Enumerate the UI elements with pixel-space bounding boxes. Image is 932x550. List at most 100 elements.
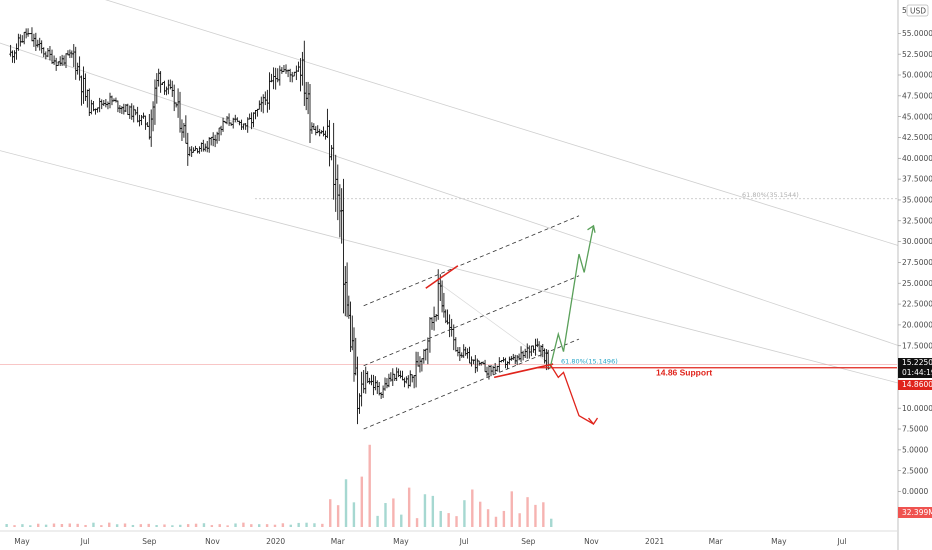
volume-bar — [344, 479, 348, 527]
support-label: 14.86 Support — [656, 368, 712, 378]
y-tick-label: 47.5000 — [902, 91, 932, 100]
volume-bar — [210, 525, 214, 527]
volume-bar — [202, 523, 206, 527]
price-bar — [385, 378, 389, 389]
price-bar — [301, 51, 304, 86]
price-bar — [205, 140, 209, 153]
price-bar — [254, 109, 257, 120]
price-bar — [16, 33, 20, 51]
x-tick-label: May — [393, 537, 409, 546]
currency-badge[interactable] — [906, 4, 929, 17]
price-bar — [403, 377, 406, 388]
y-tick-label: 0.0000 — [902, 487, 928, 496]
price-bar — [259, 96, 263, 112]
volume-bar — [37, 523, 40, 527]
price-bar — [122, 103, 126, 115]
price-bar — [268, 72, 271, 110]
currency-label: USD — [910, 7, 926, 16]
bearish-arrowhead — [588, 417, 599, 426]
x-tick-label: May — [771, 537, 787, 546]
price-bar — [207, 137, 211, 153]
price-bar — [507, 356, 511, 365]
price-bar — [155, 73, 159, 104]
volume-bar — [171, 525, 174, 527]
price-bar — [412, 375, 416, 389]
descending-trendline — [105, 0, 900, 247]
price-bar — [89, 99, 93, 115]
price-bar — [256, 108, 259, 117]
volume-bar — [226, 525, 229, 527]
volume-bar — [258, 524, 261, 527]
price-bar — [192, 147, 196, 153]
price-bar — [15, 43, 18, 60]
price-bar — [36, 39, 40, 48]
price-bar — [217, 127, 221, 142]
x-tick-label: Sep — [521, 537, 535, 546]
price-bar — [213, 134, 217, 148]
price-bar — [310, 122, 314, 134]
y-tick-label: 20.0000 — [902, 321, 932, 330]
price-bar — [546, 349, 550, 370]
price-bar — [280, 67, 284, 74]
volume-bar — [510, 491, 513, 527]
price-bar — [198, 146, 201, 154]
volume-bar — [68, 523, 71, 527]
price-bar — [50, 49, 54, 64]
volume-bar — [329, 499, 332, 527]
price-bar — [18, 34, 22, 47]
descending-trendline — [0, 42, 900, 347]
price-bar — [358, 393, 361, 414]
price-bar — [462, 344, 466, 358]
price-bar — [448, 314, 452, 338]
price-bar — [116, 100, 120, 113]
price-bar — [442, 292, 446, 318]
price-bar — [370, 374, 373, 386]
price-axis-background — [898, 0, 932, 550]
y-tick-label: 32.5000 — [902, 216, 932, 225]
price-bar — [178, 91, 182, 133]
price-bar — [322, 126, 325, 137]
price-bar — [304, 81, 308, 111]
price-bar — [345, 262, 349, 318]
x-tick-label: Mar — [331, 537, 346, 546]
price-bar — [515, 354, 519, 366]
price-bar — [74, 46, 78, 80]
price-bar — [368, 377, 371, 385]
price-bar — [332, 122, 336, 200]
volume-bar — [5, 524, 8, 527]
price-bar — [466, 348, 469, 359]
volume-bar — [534, 504, 537, 527]
price-bar — [414, 351, 418, 388]
price-bar — [194, 145, 197, 151]
price-bar — [375, 380, 379, 394]
volume-bar — [376, 515, 379, 527]
volume-bar — [84, 524, 87, 527]
price-bar — [151, 101, 155, 132]
price-bar — [535, 338, 539, 348]
time-axis[interactable]: May Jul Sep Nov 2020 Mar May Jul Sep Nov 2021 Mar Ma… — [0, 530, 897, 546]
price-bar — [362, 370, 366, 394]
price-bar — [284, 64, 288, 74]
volume-bar — [392, 498, 395, 527]
price-bar — [464, 346, 468, 356]
price-bar — [118, 105, 122, 114]
price-bar — [513, 354, 517, 365]
y-tick-label: 35.0000 — [902, 196, 932, 205]
volume-bar — [155, 525, 158, 527]
price-bar — [106, 101, 110, 110]
volume-bar — [407, 487, 411, 527]
volume-bar — [265, 524, 269, 527]
y-tick-label: 22.5000 — [902, 300, 932, 309]
price-bar — [424, 348, 428, 361]
price-bar — [48, 46, 52, 61]
price-bar — [209, 136, 213, 146]
price-bar — [102, 99, 106, 107]
volume-bar — [431, 495, 435, 527]
bearish-projection-path — [549, 363, 594, 425]
plot-area[interactable]: 61.80%(35.1544) 14.86 Support 61.80%(15.14… — [0, 0, 900, 527]
price-axis[interactable]: 55.000052.500050.000047.500045.000042.50… — [897, 0, 932, 550]
volume-bar — [542, 502, 545, 527]
volume-badge-bg — [898, 507, 932, 518]
volume-badge-text: 32.399M — [902, 508, 932, 517]
